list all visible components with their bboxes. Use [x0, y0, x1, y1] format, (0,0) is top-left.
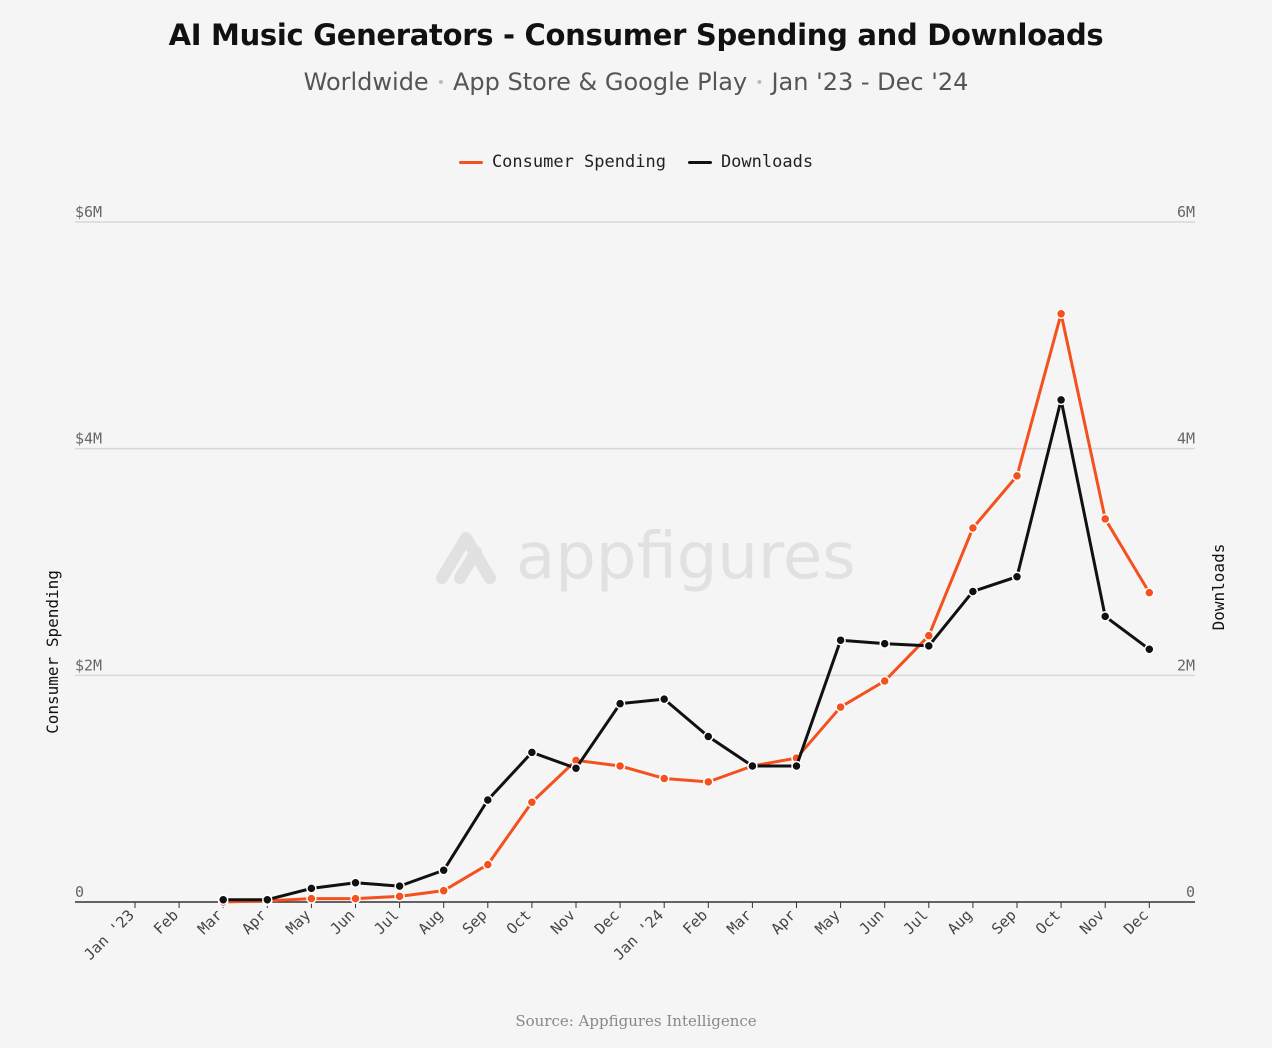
- data-point-consumer-spending: [1011, 470, 1023, 482]
- data-point-downloads: [1055, 394, 1067, 406]
- data-point-consumer-spending: [306, 893, 317, 904]
- data-point-consumer-spending: [923, 630, 935, 641]
- legend-label-downloads: Downloads: [720, 152, 814, 172]
- data-point-downloads: [1144, 644, 1155, 655]
- data-point-downloads: [967, 586, 979, 597]
- x-tick-label: Jun: [326, 906, 358, 938]
- x-tick-label: Feb: [150, 906, 182, 938]
- y-right-tick-label: 6M: [1177, 203, 1195, 221]
- source-note: Source: Appfigures Intelligence: [515, 1012, 757, 1030]
- y-left-tick-label: $4M: [75, 430, 102, 448]
- subtitle-stores: App Store & Google Play: [452, 68, 748, 96]
- data-point-downloads: [438, 865, 449, 876]
- y-right-tick-label: 0: [1186, 883, 1195, 901]
- watermark-text: appfigures: [516, 520, 856, 594]
- subtitle-region: Worldwide: [303, 68, 429, 96]
- data-point-downloads: [835, 634, 846, 646]
- data-point-downloads: [658, 693, 670, 705]
- data-point-downloads: [570, 763, 582, 774]
- data-point-downloads: [306, 883, 317, 894]
- data-point-downloads: [747, 760, 758, 772]
- series: [217, 308, 1155, 908]
- data-point-consumer-spending: [614, 760, 626, 772]
- x-tick-label: Feb: [679, 906, 711, 938]
- y-right-tick-label: 2M: [1177, 656, 1195, 674]
- x-tick-label: Apr: [767, 906, 799, 938]
- data-point-consumer-spending: [967, 522, 979, 534]
- data-point-downloads: [1011, 571, 1023, 582]
- data-point-downloads: [923, 640, 935, 652]
- legend-swatch-downloads: [687, 160, 712, 164]
- x-tick-label: Nov: [547, 906, 579, 938]
- legend-item-downloads[interactable]: Downloads: [687, 152, 814, 172]
- y-left-tick-label: $2M: [75, 656, 102, 674]
- data-point-downloads: [614, 698, 626, 709]
- data-point-downloads: [350, 877, 361, 888]
- data-point-consumer-spending: [703, 776, 714, 788]
- y-left-axis-title: Consumer Spending: [43, 570, 62, 734]
- gridlines: [75, 221, 1195, 677]
- chart-title: AI Music Generators - Consumer Spending …: [168, 18, 1104, 52]
- subtitle-date-range: Jan '23 - Dec '24: [771, 68, 969, 96]
- x-tick-label: Oct: [1032, 906, 1064, 938]
- series-line-consumer-spending: [221, 312, 1151, 904]
- legend: Consumer Spending Downloads: [0, 152, 1272, 172]
- x-tick-label: Jul: [900, 906, 932, 938]
- x-tick-label: Jan '23: [80, 906, 137, 963]
- legend-swatch-consumer-spending: [458, 160, 483, 164]
- data-point-consumer-spending: [658, 773, 670, 784]
- data-point-downloads: [703, 731, 714, 742]
- data-point-consumer-spending: [350, 893, 361, 904]
- x-tick-label: Jul: [371, 906, 403, 938]
- data-point-downloads: [879, 638, 890, 649]
- x-tick-label: Sep: [459, 906, 491, 938]
- data-point-consumer-spending: [1099, 513, 1111, 525]
- data-point-consumer-spending: [1055, 308, 1067, 320]
- x-tick-label: May: [282, 906, 314, 938]
- data-point-downloads: [262, 894, 273, 905]
- legend-label-consumer-spending: Consumer Spending: [491, 152, 666, 172]
- chart-subtitle: Worldwide • App Store & Google Play • Jan '2…: [0, 68, 1272, 96]
- y-left-tick-label: $6M: [75, 203, 102, 221]
- x-tick-label: May: [812, 906, 844, 938]
- data-point-downloads: [482, 794, 494, 806]
- appfigures-logo-icon: [436, 532, 496, 584]
- data-point-consumer-spending: [438, 885, 449, 896]
- watermark: appfigures: [436, 520, 856, 594]
- subtitle-separator: •: [755, 75, 764, 91]
- series-line-downloads: [221, 398, 1151, 902]
- y-right-axis-title: Downloads: [1209, 544, 1228, 631]
- x-tick-label: Jun: [856, 906, 888, 938]
- data-point-consumer-spending: [394, 891, 405, 902]
- axes: 0 $2M $4M $6M 0 2M 4M 6M Jan '23 Feb Mar Apr May Jun J…: [43, 203, 1228, 964]
- data-point-consumer-spending: [879, 675, 890, 687]
- x-tick-label: Mar: [723, 906, 755, 938]
- x-tick-label: Dec: [591, 906, 623, 938]
- data-point-consumer-spending: [482, 859, 494, 870]
- x-tick-label: Mar: [194, 906, 226, 938]
- data-point-consumer-spending: [835, 701, 846, 713]
- data-point-downloads: [526, 747, 538, 758]
- x-tick-label: Sep: [988, 906, 1020, 938]
- data-point-downloads: [217, 894, 229, 905]
- y-left-tick-label: 0: [75, 883, 84, 901]
- data-point-consumer-spending: [526, 797, 538, 808]
- x-tick-label: Dec: [1120, 906, 1152, 938]
- y-right-tick-label: 4M: [1177, 430, 1195, 448]
- legend-item-consumer-spending[interactable]: Consumer Spending: [458, 152, 666, 172]
- x-tick-label: Aug: [415, 906, 447, 938]
- data-point-consumer-spending: [1144, 587, 1155, 598]
- x-tick-label: Aug: [944, 906, 976, 938]
- subtitle-separator: •: [436, 75, 445, 91]
- data-point-downloads: [1099, 611, 1111, 622]
- data-point-downloads: [791, 760, 802, 772]
- data-point-downloads: [394, 880, 405, 892]
- x-tick-label: Apr: [238, 906, 270, 938]
- x-tick-label: Oct: [503, 906, 535, 938]
- x-tick-label: Nov: [1076, 906, 1108, 938]
